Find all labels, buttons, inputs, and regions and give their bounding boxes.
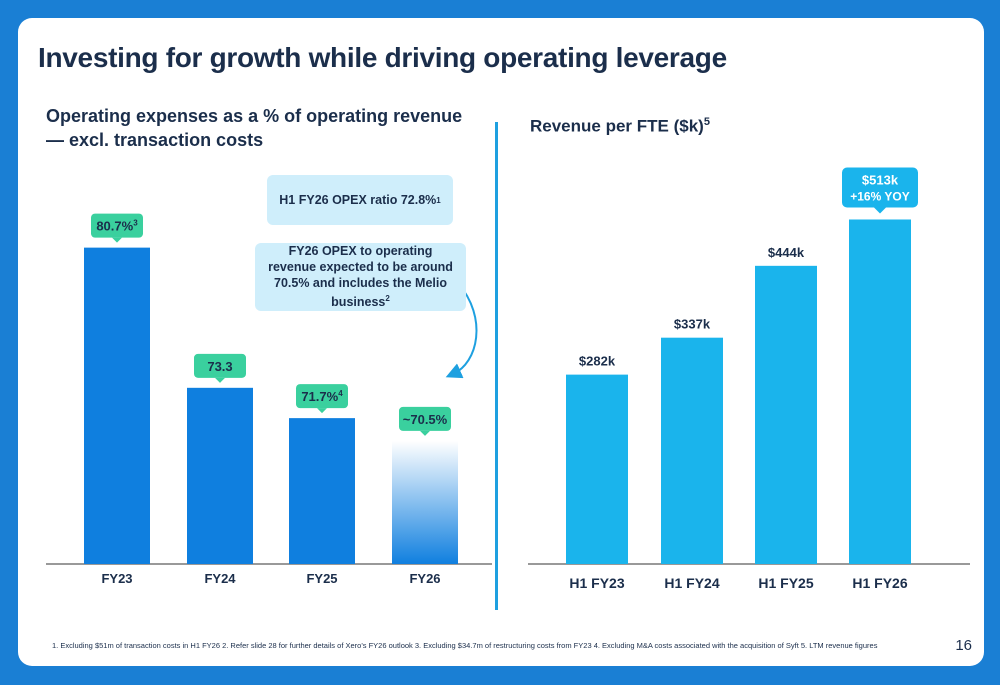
fte-bar-h1-fy23 [566, 374, 628, 564]
fte-bar-h1-fy25 [755, 265, 817, 564]
opex-value-label-superscript: 3 [133, 219, 138, 228]
fy26-outlook-callout-text: FY26 OPEX to operating revenue expected … [268, 244, 453, 310]
fy26-outlook-callout-footnote: 2 [385, 294, 390, 304]
opex-bar-fy25 [289, 418, 355, 564]
h1-opex-callout: H1 FY26 OPEX ratio 72.8% 1 [267, 175, 453, 225]
fte-value-label: $282k [579, 354, 616, 369]
opex-category-label: FY23 [101, 571, 132, 586]
fte-highlight-label-pointer [874, 207, 886, 214]
footnotes: 1. Excluding $51m of transaction costs i… [52, 641, 878, 650]
opex-value-label: 80.7%3 [96, 219, 138, 234]
opex-value-label: ~70.5% [403, 412, 448, 427]
opex-category-label: FY24 [204, 571, 236, 586]
opex-value-label: 73.3 [207, 359, 232, 374]
opex-value-label-bg [296, 384, 348, 409]
fte-bar-h1-fy26 [849, 219, 911, 564]
fte-value-label: $444k [768, 245, 805, 260]
callout-arrow [445, 282, 478, 379]
fte-category-label: H1 FY24 [664, 575, 719, 591]
h1-opex-callout-footnote: 1 [436, 195, 441, 205]
opex-value-label-pointer [317, 408, 327, 414]
right-chart-title-footnote: 5 [703, 116, 710, 128]
opex-bar-fy24 [187, 387, 253, 564]
fte-value-label: $513k [862, 172, 899, 187]
slide: Investing for growth while driving opera… [18, 18, 984, 666]
opex-value-label-bg [399, 406, 451, 431]
page-title: Investing for growth while driving opera… [38, 42, 727, 73]
charts-canvas: 80.7%3 FY23 73.3 FY24 71.7%4 FY25 ~70.5% FY26 $… [46, 167, 970, 591]
opex-category-label: FY25 [306, 571, 337, 586]
opex-value-label-bg [194, 353, 246, 378]
opex-value-label-pointer [215, 377, 225, 383]
right-chart-title-text: Revenue per FTE ($k) [530, 116, 704, 136]
fte-value-label: $337k [674, 317, 711, 332]
opex-bar-fy26 [392, 440, 458, 564]
opex-bar-fy23 [84, 247, 150, 564]
opex-value-label-bg [91, 213, 143, 238]
left-chart-title: Operating expenses as a % of operating r… [46, 106, 463, 150]
fte-bar-h1-fy24 [661, 337, 723, 564]
fte-category-label: H1 FY26 [852, 575, 907, 591]
opex-value-label-superscript: 4 [338, 389, 343, 398]
fy26-outlook-callout: FY26 OPEX to operating revenue expected … [255, 243, 466, 311]
fte-category-label: H1 FY25 [758, 575, 813, 591]
fte-category-label: H1 FY23 [569, 575, 624, 591]
right-chart-title: Revenue per FTE ($k)5 [530, 116, 710, 137]
opex-value-label-pointer [112, 237, 122, 243]
opex-value-label-pointer [420, 430, 430, 436]
opex-category-label: FY26 [409, 571, 440, 586]
page-number: 16 [955, 637, 972, 654]
fte-highlight-label-bg [842, 167, 918, 208]
opex-ratio-chart: 80.7%3 FY23 73.3 FY24 71.7%4 FY25 ~70.5% FY26 [46, 213, 492, 586]
opex-value-label: 71.7%4 [301, 389, 343, 404]
chart-divider [495, 122, 498, 610]
fte-yoy-label: +16% YOY [850, 189, 909, 203]
h1-opex-callout-text: H1 FY26 OPEX ratio 72.8% [279, 193, 437, 207]
revenue-per-fte-chart: $282k H1 FY23 $337k H1 FY24 $444k H1 FY25 $513… [528, 167, 970, 591]
